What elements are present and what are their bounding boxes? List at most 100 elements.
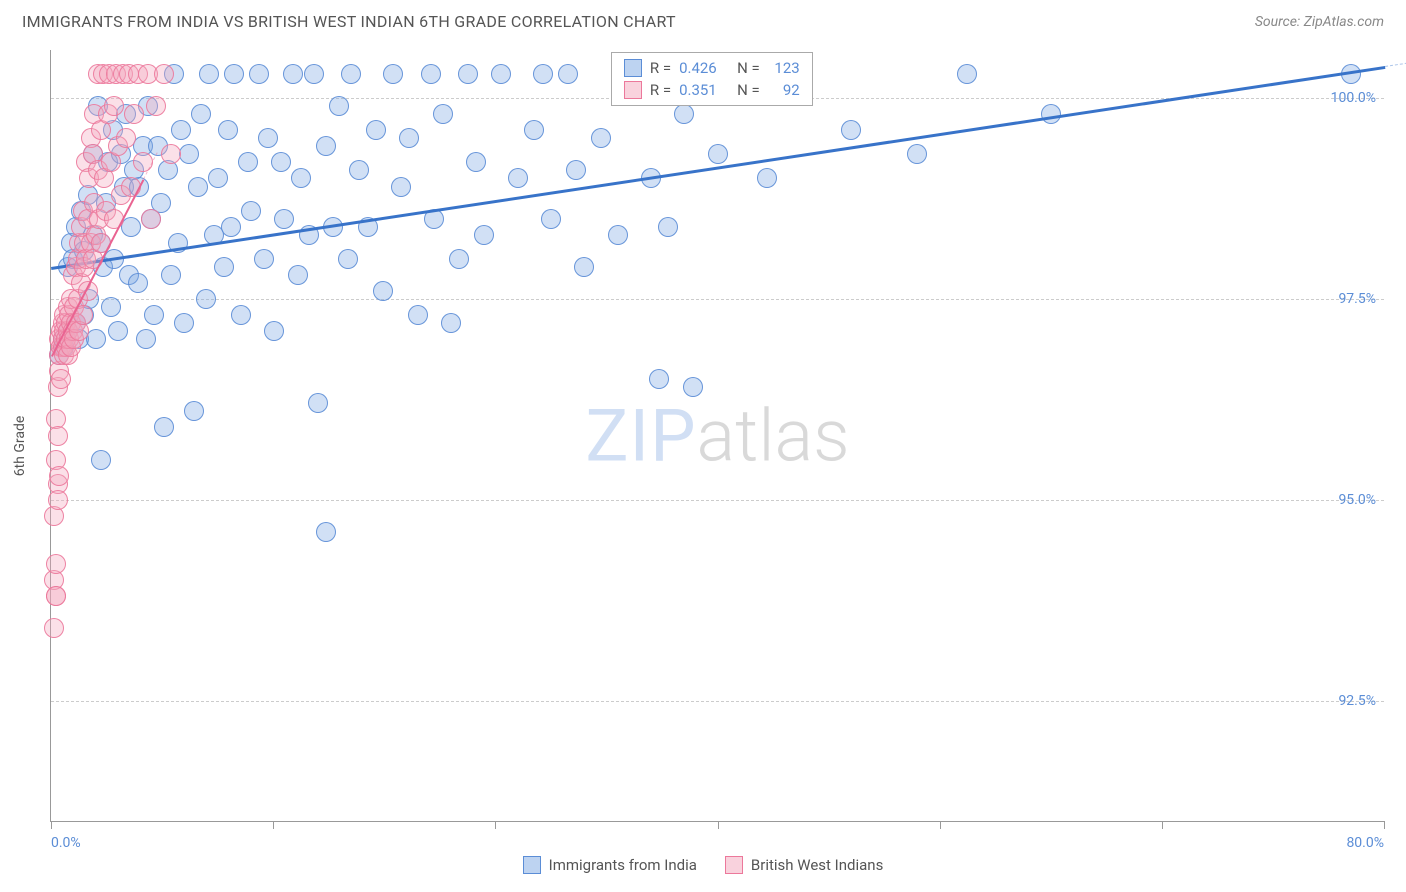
data-point-india <box>558 64 578 84</box>
data-point-india <box>196 289 216 309</box>
data-point-bwi <box>116 128 136 148</box>
stat-n-value: 92 <box>768 81 800 99</box>
legend-swatch <box>523 856 541 874</box>
data-point-india <box>108 321 128 341</box>
legend-item-pink: British West Indians <box>725 856 883 874</box>
stat-r-label: R = <box>650 81 671 99</box>
data-point-india <box>591 128 611 148</box>
gridline <box>51 299 1384 300</box>
data-point-india <box>433 104 453 124</box>
data-point-india <box>254 249 274 269</box>
data-point-bwi <box>49 466 69 486</box>
trend-extension-india <box>1385 36 1406 67</box>
data-point-bwi <box>48 426 68 446</box>
data-point-india <box>218 120 238 140</box>
data-point-india <box>373 281 393 301</box>
stat-n-label: N = <box>737 81 760 99</box>
data-point-india <box>231 305 251 325</box>
data-point-india <box>224 64 244 84</box>
data-point-india <box>524 120 544 140</box>
data-point-bwi <box>133 152 153 172</box>
x-tick-label: 0.0% <box>51 835 81 851</box>
data-point-india <box>316 522 336 542</box>
data-point-bwi <box>44 618 64 638</box>
data-point-india <box>258 128 278 148</box>
data-point-india <box>341 64 361 84</box>
x-tick <box>495 821 496 829</box>
data-point-bwi <box>161 144 181 164</box>
swatch-bwi <box>624 81 642 99</box>
data-point-bwi <box>124 104 144 124</box>
data-point-india <box>128 273 148 293</box>
data-point-india <box>241 201 261 221</box>
chart-plot-area: ZIPatlas 92.5%95.0%97.5%100.0%0.0%80.0%R… <box>50 50 1384 822</box>
data-point-india <box>184 401 204 421</box>
x-tick <box>1162 821 1163 829</box>
data-point-india <box>466 152 486 172</box>
swatch-india <box>624 59 642 77</box>
stat-n-value: 123 <box>768 59 800 77</box>
data-point-india <box>474 225 494 245</box>
x-tick <box>940 821 941 829</box>
data-point-india <box>907 144 927 164</box>
stat-r-value: 0.426 <box>679 59 729 77</box>
data-point-india <box>214 257 234 277</box>
stat-row-india: R = 0.426 N = 123 <box>612 57 812 79</box>
data-point-bwi <box>51 369 71 389</box>
data-point-india <box>841 120 861 140</box>
data-point-india <box>329 96 349 116</box>
data-point-india <box>508 168 528 188</box>
data-point-bwi <box>104 96 124 116</box>
correlation-stats-box: R =0.426N =123R =0.351N =92 <box>611 52 813 106</box>
data-point-india <box>191 104 211 124</box>
gridline <box>51 500 1384 501</box>
data-point-india <box>541 209 561 229</box>
y-tick-label: 100.0% <box>1331 90 1376 106</box>
data-point-india <box>349 160 369 180</box>
data-point-india <box>383 64 403 84</box>
legend-swatch <box>725 856 743 874</box>
data-point-india <box>449 249 469 269</box>
plot-canvas: ZIPatlas 92.5%95.0%97.5%100.0%0.0%80.0%R… <box>50 50 1384 822</box>
data-point-india <box>658 217 678 237</box>
legend-label: British West Indians <box>751 856 883 874</box>
data-point-india <box>683 377 703 397</box>
data-point-india <box>304 64 324 84</box>
chart-title: IMMIGRANTS FROM INDIA VS BRITISH WEST IN… <box>22 12 676 31</box>
data-point-india <box>208 168 228 188</box>
data-point-india <box>338 249 358 269</box>
data-point-india <box>408 305 428 325</box>
x-tick <box>273 821 274 829</box>
x-tick <box>718 821 719 829</box>
data-point-india <box>174 313 194 333</box>
data-point-india <box>144 305 164 325</box>
x-tick-label: 80.0% <box>1346 835 1384 851</box>
data-point-india <box>154 417 174 437</box>
data-point-india <box>708 144 728 164</box>
gridline <box>51 701 1384 702</box>
y-axis-label: 6th Grade <box>12 416 28 477</box>
data-point-india <box>441 313 461 333</box>
legend-label: Immigrants from India <box>549 856 697 874</box>
stat-row-bwi: R =0.351N =92 <box>612 79 812 101</box>
data-point-india <box>199 64 219 84</box>
data-point-india <box>161 265 181 285</box>
data-point-india <box>957 64 977 84</box>
x-tick <box>51 821 52 829</box>
watermark-atlas: atlas <box>697 393 850 478</box>
stat-r-label: R = <box>650 59 671 77</box>
data-point-india <box>316 136 336 156</box>
data-point-india <box>171 120 191 140</box>
watermark-zip: ZIP <box>585 393 696 478</box>
data-point-india <box>533 64 553 84</box>
data-point-india <box>221 217 241 237</box>
data-point-india <box>271 152 291 172</box>
y-tick-label: 92.5% <box>1338 693 1376 709</box>
data-point-india <box>264 321 284 341</box>
stat-n-label: N = <box>737 59 760 77</box>
data-point-india <box>366 120 386 140</box>
data-point-india <box>649 369 669 389</box>
data-point-india <box>421 64 441 84</box>
data-point-india <box>308 393 328 413</box>
data-point-india <box>91 450 111 470</box>
